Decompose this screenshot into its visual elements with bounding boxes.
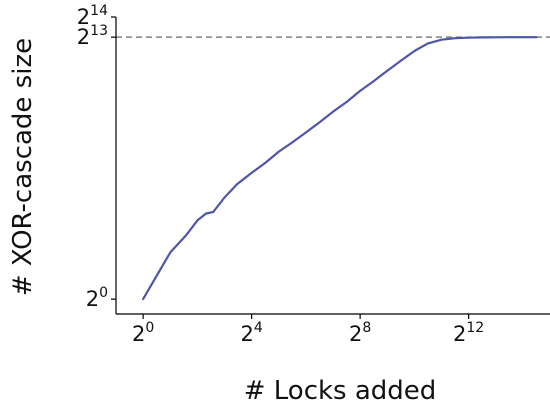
series-layer xyxy=(142,36,538,301)
y-tick-label: 20 xyxy=(86,285,108,311)
y-tick-label: 213 xyxy=(77,23,108,49)
x-tick-label: 28 xyxy=(349,320,371,346)
x-tick-label: 20 xyxy=(132,320,154,346)
x-ticks: 20 24 28 212 xyxy=(132,314,484,346)
y-axis-label: # XOR-cascade size xyxy=(8,38,38,296)
x-tick-label: 212 xyxy=(453,320,484,346)
series-line-1 xyxy=(142,36,538,301)
y-tick-label: 214 xyxy=(77,3,108,29)
x-axis-label: # Locks added xyxy=(244,376,437,406)
x-tick-label: 24 xyxy=(240,320,262,346)
